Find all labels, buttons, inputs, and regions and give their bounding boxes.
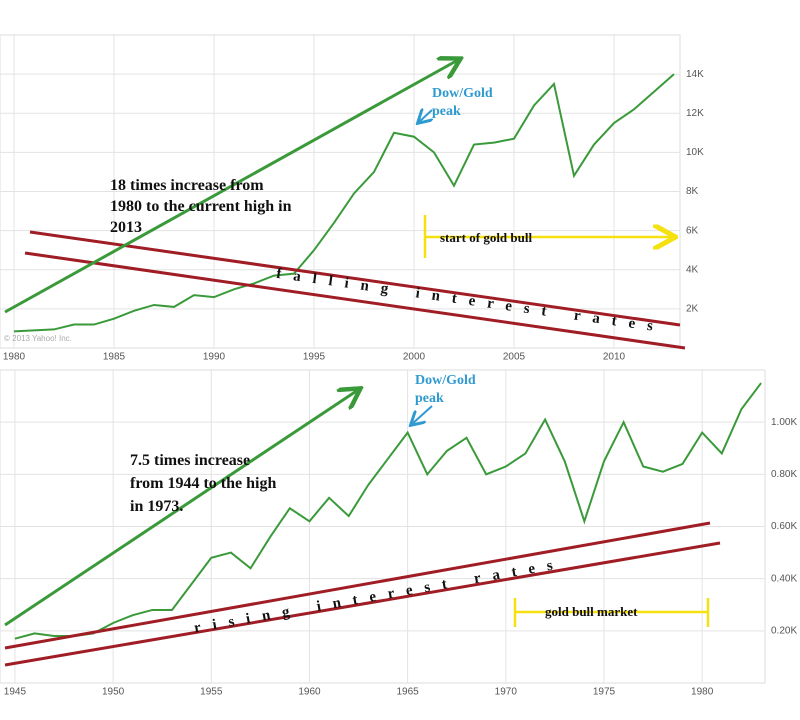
y-tick-label: 8K [686,186,699,197]
x-tick-label: 1975 [593,687,616,698]
x-tick-label: 1980 [3,352,26,363]
y-tick-label: 6K [686,225,699,236]
annotation: gold bull market [545,604,638,619]
price-line [13,73,675,333]
x-tick-label: 1990 [203,352,226,363]
y-tick-label: 0.20K [771,625,797,636]
arrow [419,110,432,122]
trend-line [24,251,686,350]
x-tick-label: 1965 [397,687,420,698]
annotation: start of gold bull [440,230,532,245]
x-tick-label: 2005 [503,352,526,363]
annotation: 1980 to the current high in [110,198,292,215]
y-tick-label: 2K [686,304,699,315]
x-tick-label: 1985 [103,352,126,363]
y-tick-label: 14K [686,69,704,80]
x-tick-label: 1970 [495,687,518,698]
annotation: 7.5 times increase [130,452,250,469]
annotation: Dow/Gold [432,86,493,101]
y-tick-label: 4K [686,264,699,275]
annotation: 2013 [110,219,142,236]
annotation: from 1944 to the high [130,475,276,492]
arrow [412,405,433,424]
x-tick-label: 1960 [298,687,321,698]
annotation: peak [415,391,444,406]
annotation: 18 times increase from [110,177,264,194]
x-tick-label: 1950 [102,687,125,698]
plots: 2K 4K 6K 8K 10K 12K 14K 1980 1985 1990 1995 2000 200… [0,34,797,698]
arrow [4,390,358,627]
x-tick-label: 1955 [200,687,223,698]
trend-line [4,521,711,650]
y-tick-label: 0.60K [771,521,797,532]
y-tick-label: 12K [686,108,704,119]
x-tick-label: 1995 [303,352,326,363]
annotation: Dow/Gold [415,373,476,388]
arrow [4,60,458,314]
annotation: in 1973. [130,498,183,515]
price-line [14,382,762,640]
y-tick-label: 1.00K [771,417,797,428]
x-tick-label: 1980 [691,687,714,698]
y-tick-label: 0.40K [771,573,797,584]
x-tick-label: 2000 [403,352,426,363]
copyright: © 2013 Yahoo! Inc. [4,334,72,343]
y-tick-label: 10K [686,147,704,158]
annotation: peak [432,104,461,119]
y-tick-label: 0.80K [771,469,797,480]
x-tick-label: 2010 [603,352,626,363]
trend-line [29,230,681,327]
trend-line [4,541,721,667]
x-tick-label: 1945 [4,687,27,698]
